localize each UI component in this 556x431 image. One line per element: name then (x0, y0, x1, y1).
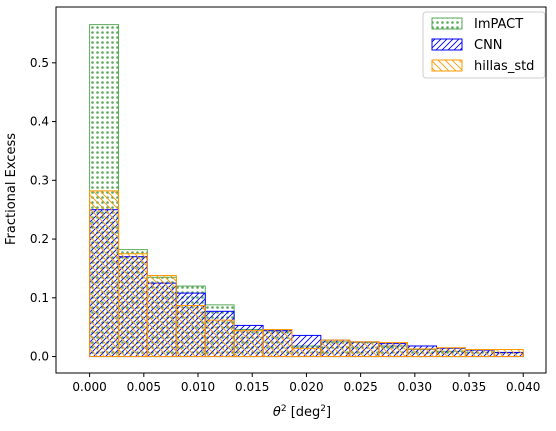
x-axis-label-close: ] (326, 405, 331, 420)
legend-swatch-impact (431, 17, 463, 30)
series-hillas-std (89, 190, 524, 358)
y-tick-label: 0.1 (30, 291, 49, 305)
bar-hillas-std-5 (233, 330, 264, 358)
bar-hillas-std-13 (464, 349, 495, 358)
x-tick-label: 0.005 (127, 380, 161, 394)
y-tick-label: 0.3 (30, 173, 49, 187)
bars-layer (89, 24, 524, 358)
x-tick-label: 0.025 (343, 380, 377, 394)
x-tick-label: 0.040 (506, 380, 540, 394)
bar-hillas-std-10 (378, 341, 409, 358)
x-axis-label: θ2 [deg2] (273, 404, 331, 420)
legend-swatch-cnn (431, 38, 463, 51)
bar-hillas-std-6 (262, 329, 293, 358)
y-tick-label: 0.2 (30, 232, 49, 246)
bar-hillas-std-1 (118, 253, 148, 358)
legend-label-hillas-std: hillas_std (474, 59, 534, 74)
legend-swatch-hillas-std (431, 59, 463, 72)
y-tick-label: 0.5 (30, 56, 49, 70)
x-tick-label: 0.035 (452, 380, 486, 394)
x-axis-label-exponent: 2 (281, 404, 287, 414)
y-tick-label: 0.0 (30, 350, 49, 364)
x-tick-label: 0.000 (72, 380, 106, 394)
bar-hillas-std-8 (320, 339, 351, 358)
legend: ImPACT CNN hillas_std (422, 11, 546, 79)
y-tick-label: 0.4 (30, 115, 49, 129)
x-axis-label-unit: [deg (287, 405, 321, 420)
x-tick-label: 0.020 (289, 380, 323, 394)
x-axis-label-symbol: θ (273, 405, 281, 420)
x-tick-label: 0.015 (235, 380, 269, 394)
legend-label-impact: ImPACT (474, 17, 523, 32)
bar-hillas-std-7 (291, 347, 322, 358)
bar-hillas-std-9 (349, 341, 380, 358)
bar-hillas-std-4 (204, 319, 235, 358)
x-axis-label-unit-exponent: 2 (320, 404, 326, 414)
x-tick-label: 0.030 (398, 380, 432, 394)
bar-hillas-std-14 (493, 349, 524, 358)
bar-hillas-std-2 (146, 274, 177, 358)
bar-hillas-std-0 (89, 190, 120, 358)
y-axis-label: Fractional Excess (4, 133, 19, 245)
bar-hillas-std-3 (175, 304, 206, 358)
x-tick-label: 0.010 (181, 380, 215, 394)
plot-area-frame (55, 6, 547, 374)
legend-label-cnn: CNN (474, 38, 503, 53)
bar-hillas-std-12 (436, 347, 466, 358)
axis-ticks: 0.000 0.005 0.010 0.015 0.020 0.025 0.030 0.035… (30, 56, 541, 394)
bar-hillas-std-11 (407, 348, 438, 358)
